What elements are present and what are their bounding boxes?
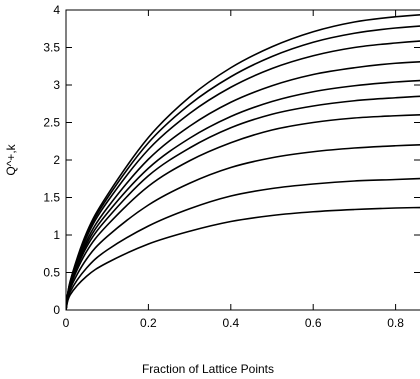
x-tick-label: 0	[63, 316, 70, 330]
y-tick-label: 1	[53, 228, 60, 242]
series-line-10	[66, 13, 420, 310]
x-tick-label: 0.6	[305, 316, 322, 330]
y-tick-label: 0.5	[43, 266, 60, 280]
series-line-6	[66, 79, 420, 310]
series-line-7	[66, 60, 420, 310]
y-tick-label: 1.5	[43, 191, 60, 205]
series-line-5	[66, 95, 420, 310]
y-tick-label: 0	[53, 303, 60, 317]
x-tick-label: 0.4	[222, 316, 239, 330]
series-line-8	[66, 40, 420, 310]
series-line-9	[66, 25, 420, 310]
plot-frame	[65, 9, 420, 311]
y-tick-label: 3	[53, 78, 60, 92]
series-line-4	[66, 113, 420, 310]
y-axis-label: Q^+,k	[4, 143, 18, 175]
y-tick-label: 4	[53, 3, 60, 17]
x-axis-label: Fraction of Lattice Points	[142, 362, 274, 376]
series-line-1	[66, 206, 420, 310]
series-layer	[66, 13, 420, 310]
ticks-layer: 0 0.2 0.4 0.6 0.8 0 0.5 1 1.5 2 2.5 3 3.5 4	[43, 3, 420, 330]
x-tick-label: 0.8	[387, 316, 404, 330]
y-tick-label: 3.5	[43, 41, 60, 55]
series-line-3	[66, 143, 420, 310]
x-tick-label: 0.2	[140, 316, 157, 330]
series-line-2	[66, 177, 420, 310]
y-tick-label: 2	[53, 153, 60, 167]
y-tick-label: 2.5	[43, 116, 60, 130]
